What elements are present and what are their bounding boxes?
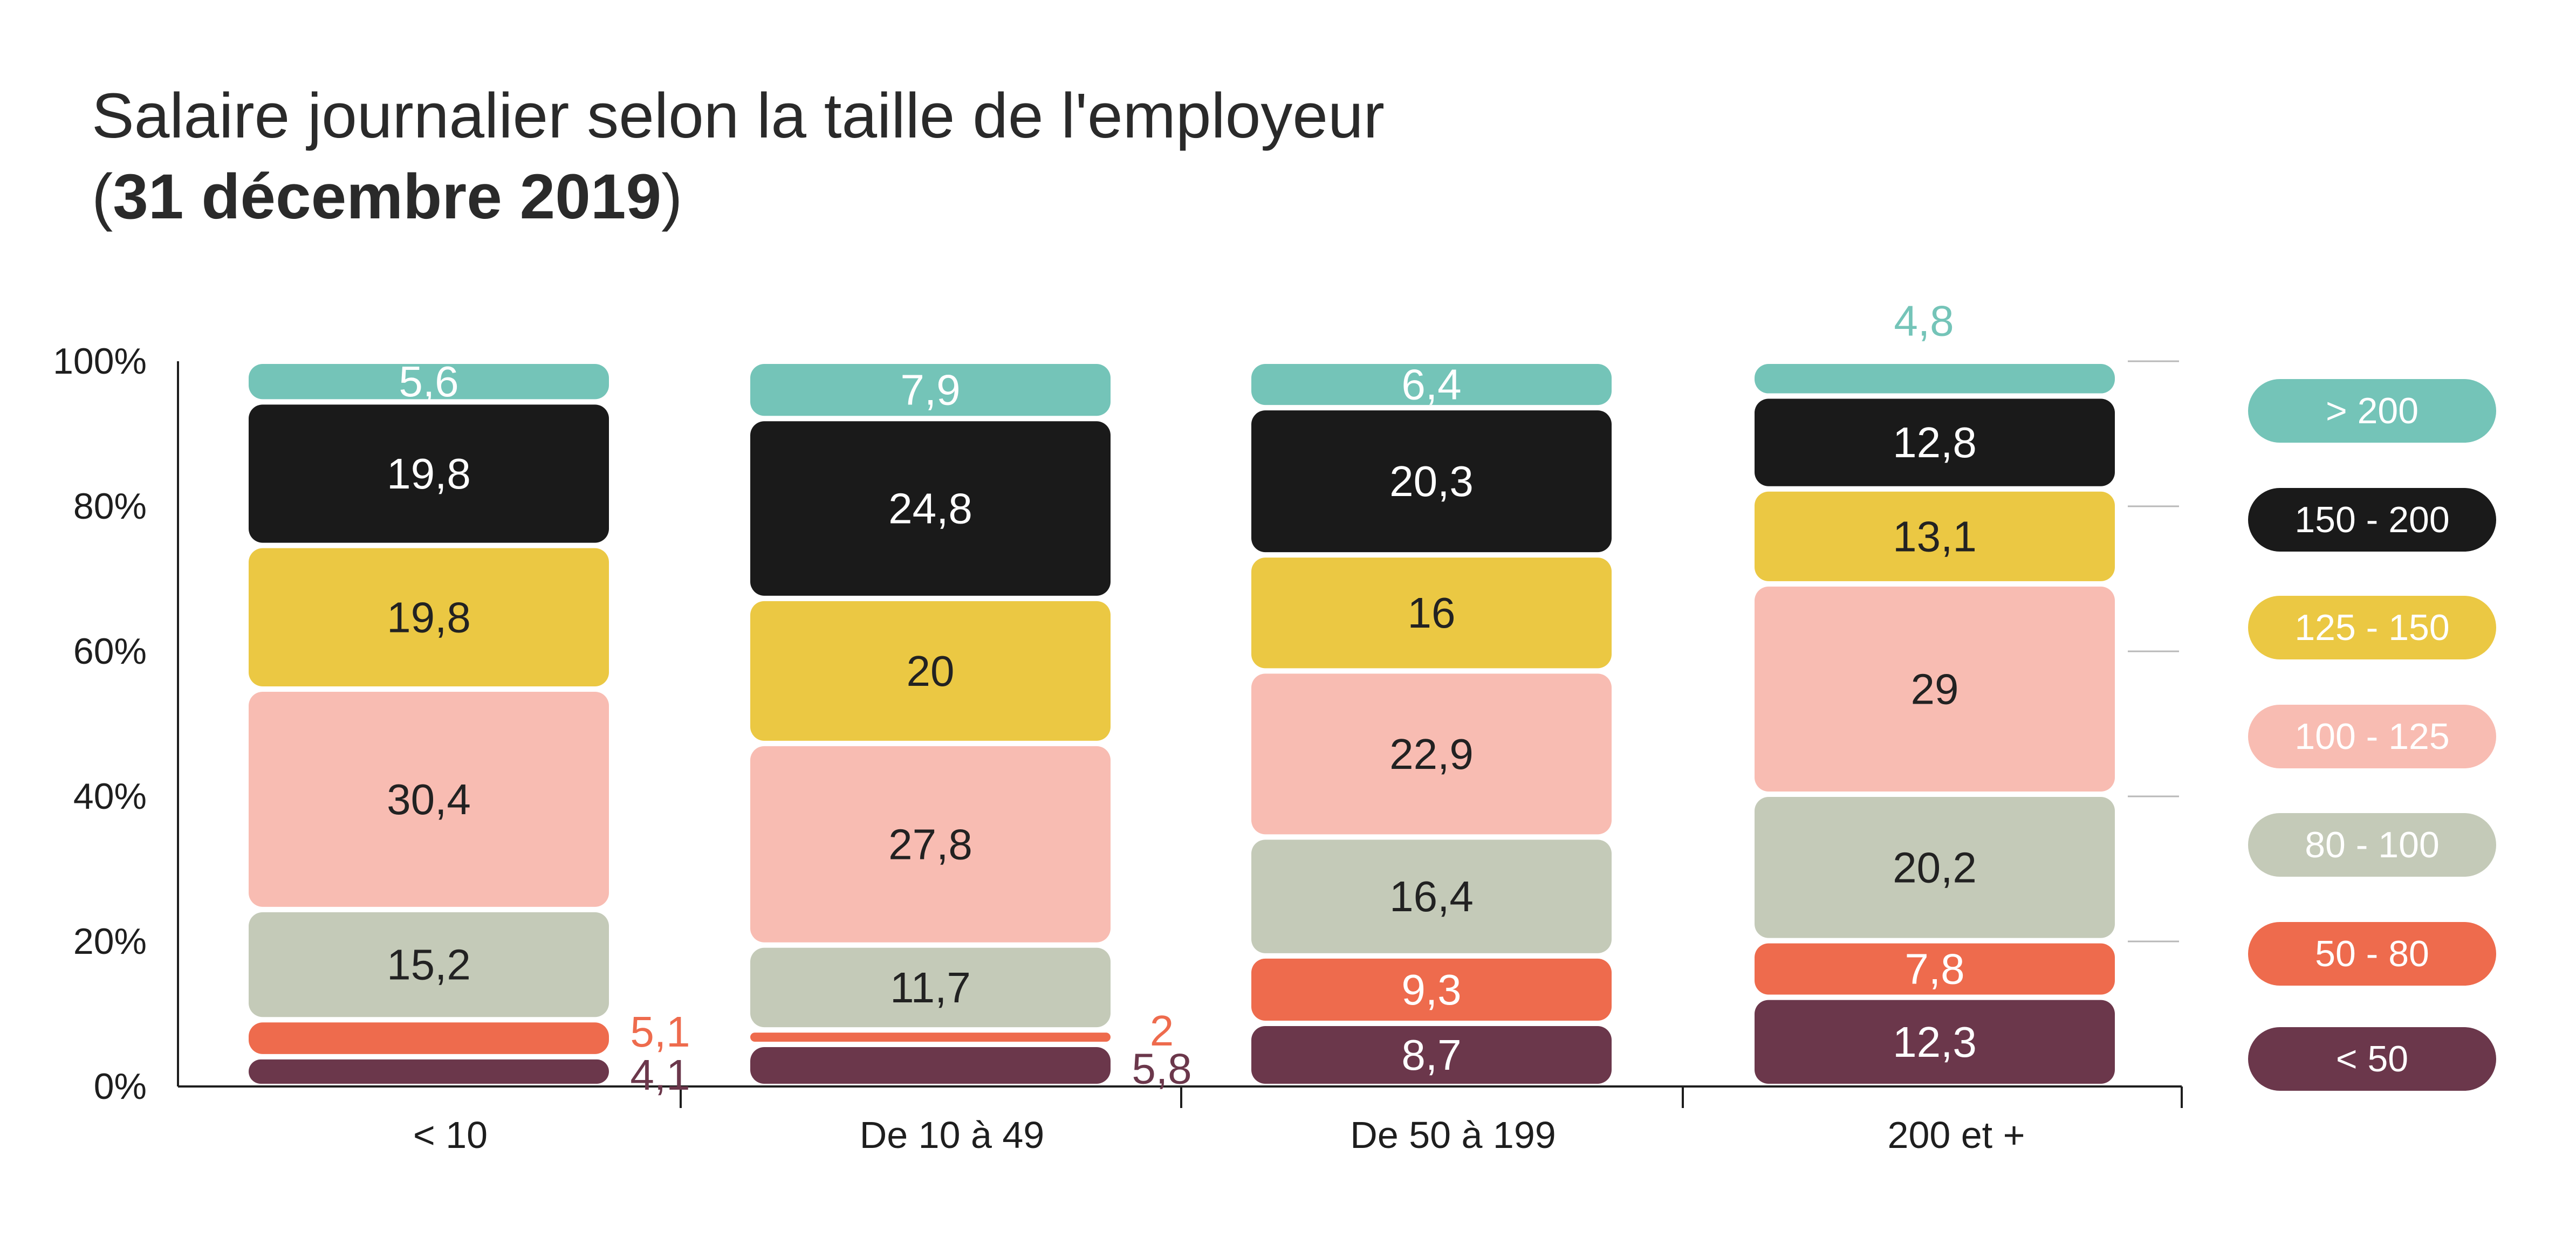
data-label: 9,3 bbox=[1401, 966, 1461, 1014]
data-label: 8,7 bbox=[1401, 1031, 1461, 1079]
data-label: 5,1 bbox=[630, 1008, 690, 1056]
legend-label: 80 - 100 bbox=[2305, 824, 2440, 865]
legend-swatch bbox=[2248, 813, 2496, 877]
bar-segment bbox=[750, 746, 1111, 942]
y-tick-label: 40% bbox=[73, 776, 147, 817]
bar-segment bbox=[750, 1033, 1111, 1042]
bar-segment bbox=[750, 421, 1111, 596]
y-tick-label: 0% bbox=[94, 1066, 147, 1107]
x-tick-label: < 10 bbox=[413, 1114, 488, 1156]
data-label: 29 bbox=[1911, 665, 1959, 713]
data-label: 20,2 bbox=[1893, 843, 1977, 891]
y-tick-label: 80% bbox=[73, 486, 147, 527]
title-paren-close: ) bbox=[661, 161, 683, 232]
data-label: 12,8 bbox=[1893, 418, 1977, 466]
data-label: 2 bbox=[1150, 1007, 1174, 1055]
data-label: 16 bbox=[1408, 589, 1456, 637]
legend-swatch bbox=[2248, 488, 2496, 552]
data-label: 20,3 bbox=[1389, 457, 1474, 505]
chart-title-line1: Salaire journalier selon la taille de l'… bbox=[92, 80, 1385, 152]
bar-segment bbox=[249, 364, 609, 400]
legend-swatch bbox=[2248, 1027, 2496, 1091]
chart-title: Salaire journalier selon la taille de l'… bbox=[92, 75, 1385, 237]
bar-segment bbox=[1755, 364, 2115, 394]
y-tick-label: 20% bbox=[73, 921, 147, 962]
bar-segment bbox=[249, 912, 609, 1017]
legend-label: > 200 bbox=[2326, 390, 2419, 431]
bar-segment bbox=[1755, 943, 2115, 995]
data-label: 12,3 bbox=[1893, 1018, 1977, 1066]
title-date: 31 décembre 2019 bbox=[113, 161, 662, 232]
data-label: 4,8 bbox=[1894, 297, 1954, 345]
bar-segment bbox=[249, 691, 609, 907]
data-label: 7,8 bbox=[1904, 945, 1964, 993]
x-tick-label: 200 et + bbox=[1888, 1114, 2025, 1156]
legend-swatch bbox=[2248, 596, 2496, 659]
data-label: 19,8 bbox=[387, 450, 471, 498]
title-paren-open: ( bbox=[92, 161, 113, 232]
data-label: 7,9 bbox=[900, 366, 960, 414]
legend-swatch bbox=[2248, 379, 2496, 443]
data-label: 19,8 bbox=[387, 593, 471, 641]
bar-segment bbox=[249, 1059, 609, 1084]
x-tick-label: De 10 à 49 bbox=[860, 1114, 1044, 1156]
data-label: 20 bbox=[907, 647, 955, 695]
data-label: 22,9 bbox=[1389, 730, 1474, 778]
bar-segment bbox=[1755, 586, 2115, 792]
chart-title-line2: (31 décembre 2019) bbox=[92, 156, 1385, 237]
data-label: 30,4 bbox=[387, 775, 471, 823]
bar-segment bbox=[249, 1022, 609, 1054]
data-label: 6,4 bbox=[1401, 361, 1461, 409]
bar-segment bbox=[1755, 1000, 2115, 1084]
bar-segment bbox=[1251, 840, 1612, 953]
y-tick-label: 60% bbox=[73, 631, 147, 672]
bar-segment bbox=[750, 601, 1111, 741]
x-tick-label: De 50 à 199 bbox=[1350, 1114, 1556, 1156]
bar-segment bbox=[750, 1047, 1111, 1084]
legend-swatch bbox=[2248, 922, 2496, 986]
bar-segment bbox=[1755, 491, 2115, 581]
data-label: 5,6 bbox=[399, 357, 458, 405]
legend-swatch bbox=[2248, 705, 2496, 768]
y-tick-label: 100% bbox=[53, 341, 147, 382]
bar-segment bbox=[1251, 958, 1612, 1021]
legend-label: 150 - 200 bbox=[2294, 499, 2449, 540]
data-label: 11,7 bbox=[890, 964, 971, 1012]
data-label: 13,1 bbox=[1893, 512, 1977, 560]
bar-segment bbox=[1251, 558, 1612, 669]
bar-segment bbox=[1251, 364, 1612, 405]
bar-segment bbox=[750, 364, 1111, 416]
data-label: 5,8 bbox=[1132, 1044, 1191, 1092]
bar-segment bbox=[249, 548, 609, 686]
bar-segment bbox=[750, 947, 1111, 1028]
legend-label: 125 - 150 bbox=[2294, 607, 2449, 648]
legend-label: 50 - 80 bbox=[2315, 933, 2429, 974]
data-label: 27,8 bbox=[888, 820, 972, 868]
data-label: 4,1 bbox=[630, 1051, 690, 1099]
bar-segment bbox=[1251, 1026, 1612, 1084]
bar-segment bbox=[249, 404, 609, 543]
data-label: 15,2 bbox=[387, 941, 471, 989]
legend-label: 100 - 125 bbox=[2294, 716, 2449, 757]
data-label: 24,8 bbox=[888, 485, 972, 533]
data-label: 16,4 bbox=[1389, 872, 1474, 920]
legend-label: < 50 bbox=[2336, 1038, 2408, 1079]
bar-segment bbox=[1251, 673, 1612, 835]
bar-segment bbox=[1755, 398, 2115, 486]
bar-segment bbox=[1755, 796, 2115, 938]
bar-segment bbox=[1251, 410, 1612, 553]
